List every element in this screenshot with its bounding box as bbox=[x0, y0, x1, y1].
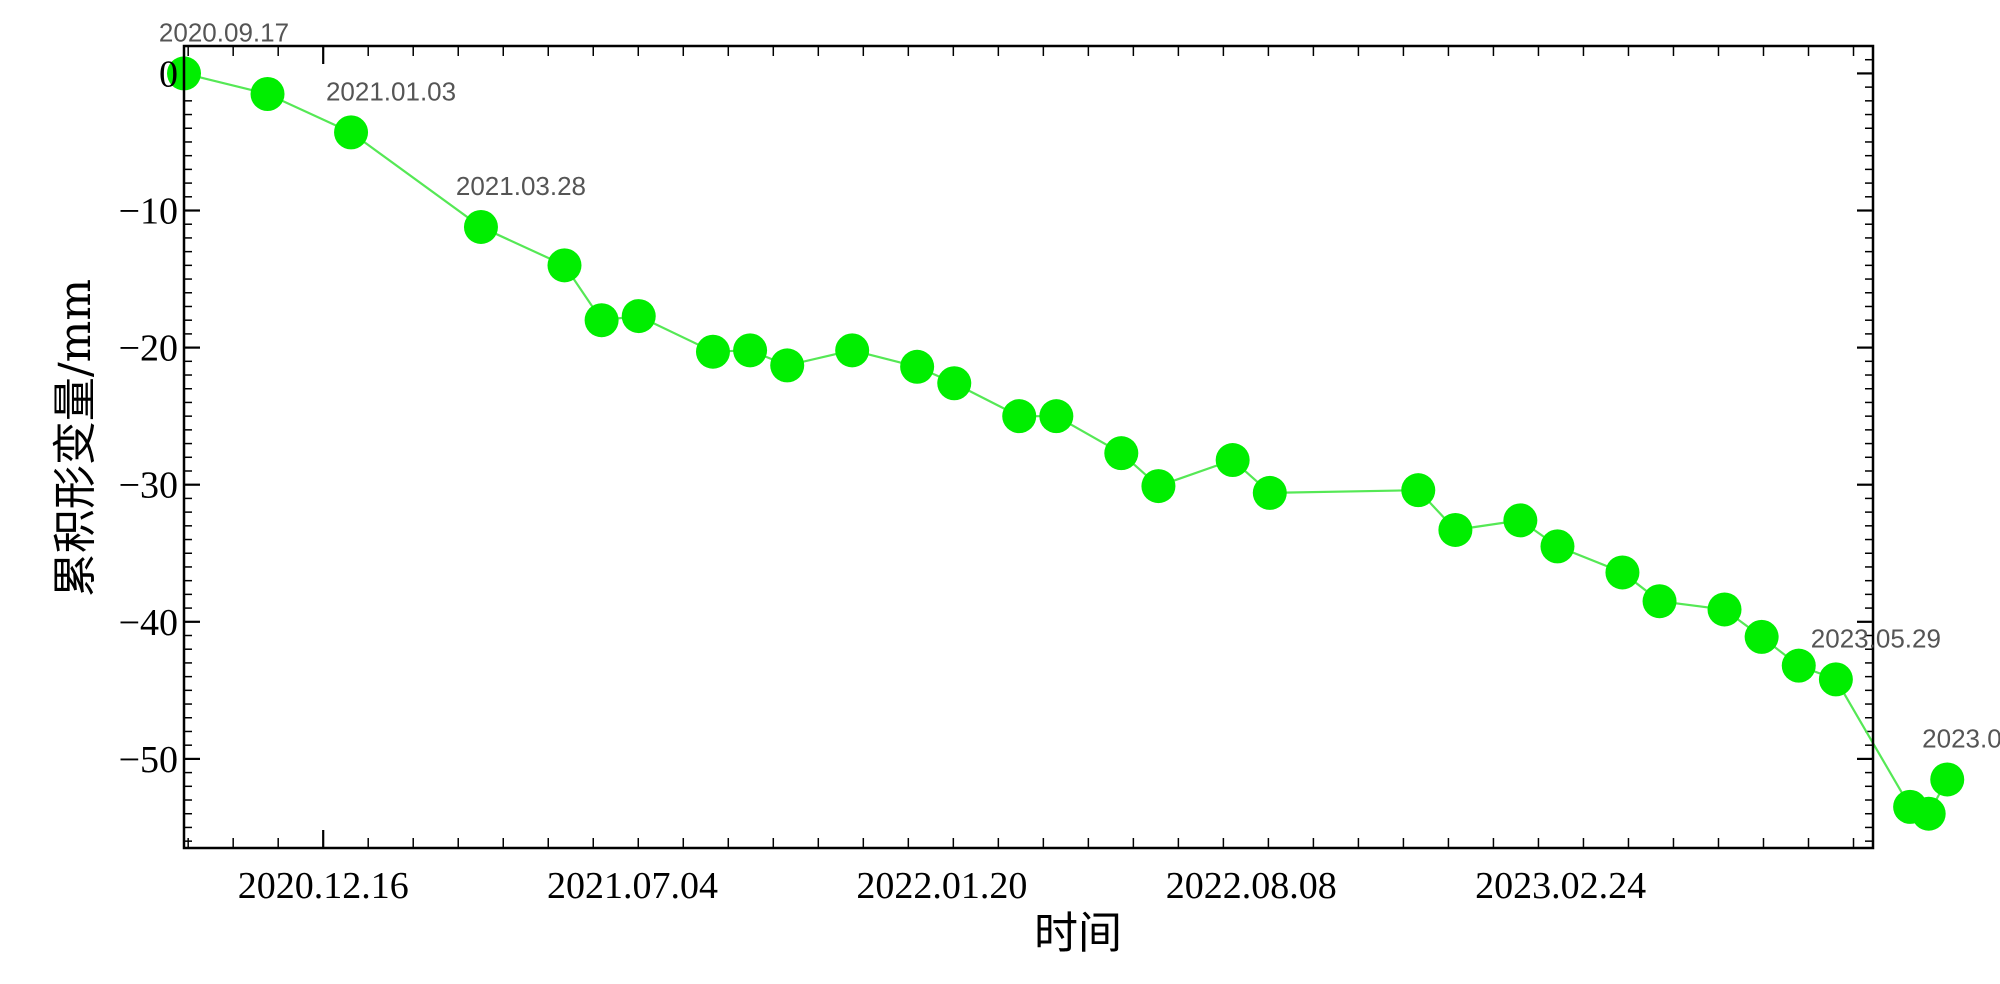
data-point bbox=[1605, 555, 1640, 590]
data-point bbox=[695, 334, 730, 369]
data-point bbox=[1141, 469, 1176, 504]
data-point bbox=[1039, 399, 1074, 434]
data-point bbox=[1104, 436, 1139, 471]
series-line bbox=[183, 72, 1949, 816]
point-annotation: 2020.09.17 bbox=[159, 17, 289, 47]
data-point bbox=[547, 248, 582, 283]
data-point bbox=[900, 349, 935, 384]
data-point bbox=[770, 348, 805, 383]
point-annotation: 2023.09.02 bbox=[1922, 723, 2000, 753]
y-tick-label: −40 bbox=[119, 602, 178, 644]
data-point bbox=[584, 303, 619, 338]
y-tick-label: 0 bbox=[159, 53, 178, 95]
data-point bbox=[463, 209, 498, 244]
plot-frame bbox=[182, 44, 1875, 850]
data-point bbox=[733, 333, 768, 368]
x-tick-label: 2020.12.16 bbox=[238, 865, 409, 907]
data-point bbox=[937, 366, 972, 401]
data-point bbox=[1818, 662, 1853, 697]
data-point bbox=[1642, 584, 1677, 619]
x-tick-label: 2022.01.20 bbox=[856, 865, 1027, 907]
y-tick-label: −30 bbox=[119, 465, 178, 507]
data-point bbox=[1930, 762, 1965, 797]
x-tick-label: 2022.08.08 bbox=[1166, 865, 1337, 907]
point-annotation: 2021.03.28 bbox=[456, 171, 586, 201]
axis-ticks bbox=[184, 45, 1873, 848]
data-point bbox=[1252, 475, 1287, 510]
data-point bbox=[1707, 592, 1742, 627]
y-tick-label: −10 bbox=[119, 191, 178, 233]
data-point bbox=[1540, 529, 1575, 564]
x-tick-label: 2021.07.04 bbox=[547, 865, 718, 907]
data-point bbox=[1744, 619, 1779, 654]
data-point bbox=[1911, 796, 1946, 831]
x-axis-title: 时间 bbox=[1034, 908, 1122, 959]
point-annotation: 2023.05.29 bbox=[1811, 623, 1941, 653]
data-point bbox=[334, 115, 369, 150]
x-tick-label: 2023.02.24 bbox=[1475, 865, 1646, 907]
data-point bbox=[1002, 399, 1037, 434]
data-point bbox=[1781, 648, 1816, 683]
point-annotations: 2020.09.17 2021.01.03 2021.03.28 2023.05.29… bbox=[159, 17, 2000, 753]
y-tick-labels: 0 −10 −20 −30 −40 −50 bbox=[119, 53, 178, 780]
y-tick-label: −20 bbox=[119, 328, 178, 370]
data-point bbox=[1401, 473, 1436, 508]
data-point bbox=[1438, 512, 1473, 547]
series-layer bbox=[167, 56, 1965, 831]
point-annotation: 2021.01.03 bbox=[326, 76, 456, 106]
data-point bbox=[835, 333, 870, 368]
y-tick-label: −50 bbox=[119, 739, 178, 781]
data-point bbox=[250, 76, 285, 111]
y-axis-title: 累积形变量/mm bbox=[50, 279, 101, 597]
x-tick-labels: 2020.12.16 2021.07.04 2022.01.20 2022.08.08… bbox=[238, 865, 1646, 907]
data-point bbox=[621, 299, 656, 334]
data-point bbox=[1503, 503, 1538, 538]
data-point bbox=[1215, 443, 1250, 478]
